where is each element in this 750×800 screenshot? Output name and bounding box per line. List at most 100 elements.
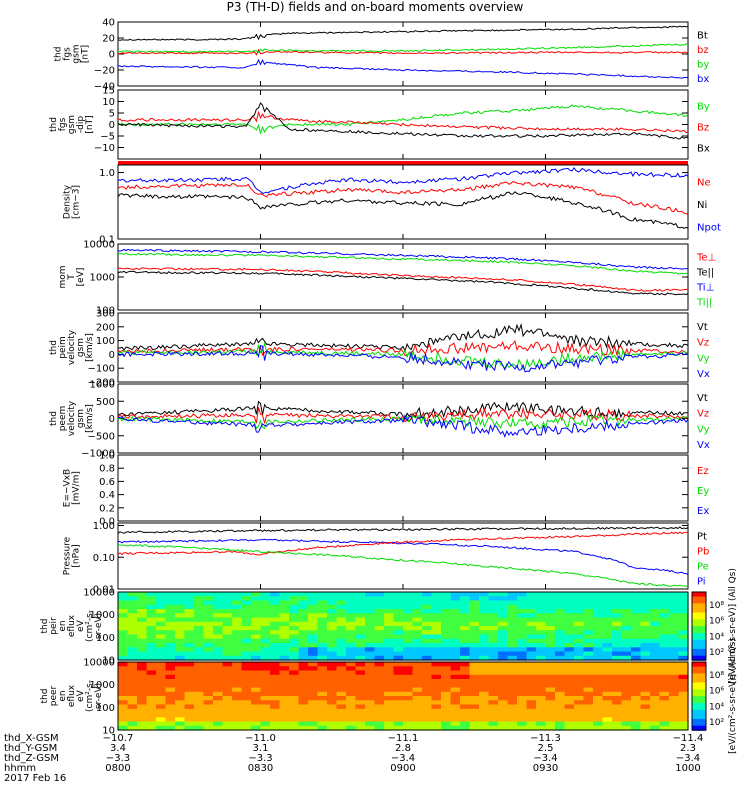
spectrogram-cell	[127, 596, 138, 602]
spectrogram-cell	[659, 592, 670, 597]
panel-p5	[117, 312, 689, 383]
spectrogram-cell	[184, 596, 195, 602]
spectrogram-cell	[498, 613, 509, 619]
spectrogram-cell	[194, 696, 205, 701]
spectrogram-cell	[137, 700, 148, 706]
spectrogram-cell	[327, 655, 338, 661]
spectrogram-cell	[422, 666, 433, 672]
spectrogram-cell	[678, 647, 689, 653]
spectrogram-cell	[640, 713, 651, 718]
spectrogram-cell	[184, 679, 195, 684]
spectrogram-cell	[222, 717, 233, 723]
spectrogram-cell	[574, 596, 585, 602]
spectrogram-cell	[317, 717, 328, 723]
spectrogram-cell	[165, 679, 176, 684]
y-tick-label: −10	[94, 143, 115, 154]
spectrogram-cell	[507, 592, 518, 597]
spectrogram-cell	[564, 691, 575, 697]
colorbar-cell	[692, 592, 706, 595]
spectrogram-cell	[602, 713, 613, 718]
spectrogram-cell	[279, 600, 290, 606]
spectrogram-cell	[412, 647, 423, 653]
spectrogram-cell	[593, 700, 604, 706]
spectrogram-cell	[479, 647, 490, 653]
spectrogram-cell	[612, 662, 623, 667]
spectrogram-cell	[555, 604, 566, 610]
spectrogram-cell	[251, 647, 262, 653]
spectrogram-cell	[146, 696, 157, 701]
spectrogram-cell	[384, 725, 395, 731]
spectrogram-cell	[194, 600, 205, 606]
spectrogram-cell	[118, 647, 129, 653]
spectrogram-cell	[422, 643, 433, 648]
spectrogram-cell	[469, 691, 480, 697]
series-line-Te⊥	[117, 267, 689, 292]
spectrogram-cell	[355, 666, 366, 672]
spectrogram-cell	[260, 670, 271, 676]
spectrogram-cell	[184, 592, 195, 597]
spectrogram-cell	[336, 717, 347, 723]
spectrogram-cell	[336, 713, 347, 718]
spectrogram-cell	[555, 708, 566, 714]
y-axis-label: thd	[49, 411, 59, 426]
spectrogram-cell	[669, 643, 680, 648]
spectrogram-cell	[422, 721, 433, 727]
spectrogram-cell	[365, 621, 376, 627]
spectrogram-cell	[659, 613, 670, 619]
spectrogram-cell	[517, 638, 528, 644]
spectrogram-cell	[327, 725, 338, 731]
spectrogram-cell	[602, 725, 613, 731]
spectrogram-cell	[640, 679, 651, 684]
spectrogram-cell	[194, 643, 205, 648]
spectrogram-cell	[184, 655, 195, 661]
spectrogram-cell	[298, 621, 309, 627]
spectrogram-cell	[479, 679, 490, 684]
spectrogram-cell	[165, 596, 176, 602]
spectrogram-cell	[621, 643, 632, 648]
spectrogram-cell	[232, 717, 243, 723]
spectrogram-cell	[374, 670, 385, 676]
spectrogram-cell	[650, 691, 661, 697]
spectrogram-cell	[593, 683, 604, 689]
colorbar-cell	[692, 639, 706, 643]
y-axis-label: gsm	[76, 338, 86, 357]
spectrogram-cell	[327, 613, 338, 619]
y-axis-label: E=−VxB	[63, 469, 73, 507]
spectrogram-cell	[317, 713, 328, 718]
colorbar-cell	[692, 605, 706, 609]
spectrogram-cell	[669, 617, 680, 623]
spectrogram-cell	[612, 713, 623, 718]
spectrogram-cell	[289, 662, 300, 667]
spectrogram-cell	[479, 662, 490, 667]
spectrogram-cell	[507, 708, 518, 714]
spectrogram-cell	[526, 617, 537, 623]
spectrogram-cell	[517, 617, 528, 623]
spectrogram-cell	[127, 638, 138, 644]
y-axis-label: velocity	[67, 329, 77, 365]
spectrogram-cell	[460, 596, 471, 602]
spectrogram-cell	[669, 725, 680, 731]
spectrogram-cell	[422, 630, 433, 636]
spectrogram-cell	[431, 609, 442, 614]
spectrogram-cell	[574, 655, 585, 661]
spectrogram-cell	[422, 696, 433, 701]
colorbar-cell	[692, 691, 706, 695]
spectrogram-cell	[232, 600, 243, 606]
spectrogram-cell	[298, 592, 309, 597]
spectrogram-cell	[146, 626, 157, 631]
spectrogram-cell	[441, 651, 452, 657]
spectrogram-cell	[650, 638, 661, 644]
spectrogram-cell	[232, 634, 243, 640]
spectrogram-cell	[327, 674, 338, 680]
spectrogram-cell	[384, 662, 395, 667]
spectrogram-cell	[127, 679, 138, 684]
spectrogram-cell	[213, 617, 224, 623]
spectrogram-cell	[308, 626, 319, 631]
spectrogram-cell	[640, 721, 651, 727]
spectrogram-cell	[602, 662, 613, 667]
spectrogram-cell	[118, 687, 129, 693]
spectrogram-cell	[517, 655, 528, 661]
spectrogram-cell	[403, 643, 414, 648]
spectrogram-cell	[156, 626, 167, 631]
spectrogram-cell	[555, 626, 566, 631]
